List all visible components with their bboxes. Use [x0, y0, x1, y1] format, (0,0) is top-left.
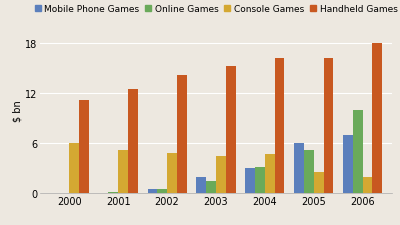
Bar	[226, 67, 236, 194]
Bar	[275, 59, 284, 194]
Bar	[372, 44, 382, 194]
Bar	[196, 177, 206, 194]
Bar	[118, 150, 128, 194]
Bar	[324, 59, 333, 194]
Legend: Mobile Phone Games, Online Games, Console Games, Handheld Games: Mobile Phone Games, Online Games, Consol…	[31, 2, 400, 18]
Bar	[314, 173, 324, 194]
Bar	[265, 154, 275, 194]
Bar	[206, 181, 216, 194]
Bar	[363, 177, 372, 194]
Bar	[128, 90, 138, 194]
Bar	[304, 150, 314, 194]
Bar	[167, 153, 177, 194]
Bar	[343, 135, 353, 194]
Bar	[177, 75, 187, 194]
Bar	[148, 189, 157, 194]
Y-axis label: $ bn: $ bn	[12, 99, 22, 121]
Bar	[245, 169, 255, 194]
Bar	[69, 144, 79, 194]
Bar	[216, 156, 226, 194]
Bar	[294, 144, 304, 194]
Bar	[99, 193, 108, 194]
Bar	[108, 192, 118, 193]
Bar	[79, 100, 89, 194]
Bar	[157, 189, 167, 194]
Bar	[255, 167, 265, 194]
Bar	[353, 110, 363, 194]
